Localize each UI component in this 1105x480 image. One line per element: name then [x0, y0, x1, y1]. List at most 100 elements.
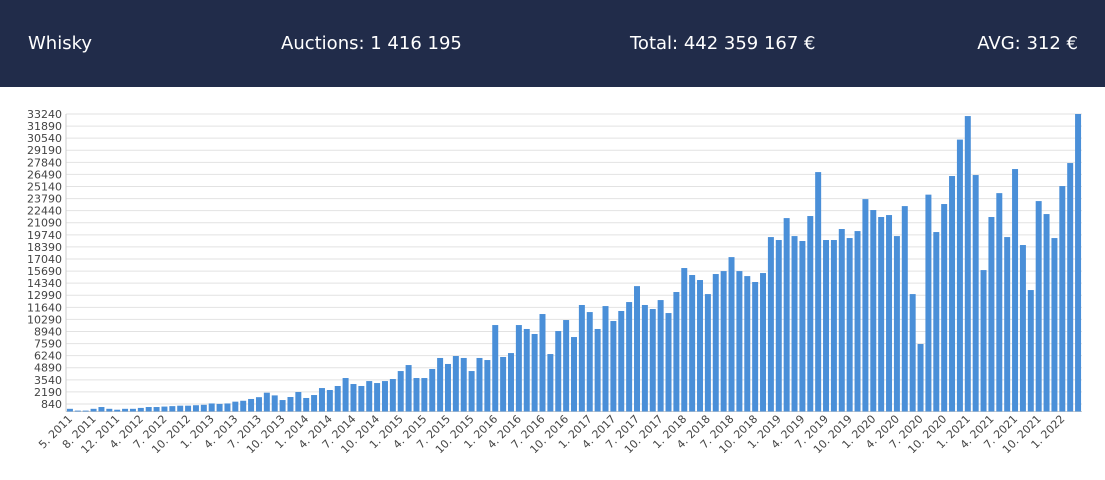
bar: [1067, 163, 1074, 412]
y-tick-label: 6240: [34, 350, 62, 363]
bar: [972, 175, 979, 412]
bar: [500, 356, 507, 412]
bar: [326, 390, 333, 412]
bar: [752, 281, 759, 412]
bar: [74, 410, 81, 412]
header-title: Whisky: [28, 33, 93, 54]
bar: [657, 300, 664, 412]
bar: [917, 344, 924, 412]
bar: [413, 378, 420, 412]
bar: [507, 353, 514, 412]
bar: [539, 314, 546, 412]
bar: [736, 271, 743, 412]
y-tick-label: 21090: [27, 217, 62, 230]
bar: [634, 286, 641, 412]
bar: [271, 395, 278, 412]
bar: [925, 194, 932, 412]
bar: [815, 172, 822, 412]
bar: [381, 381, 388, 412]
bar: [980, 270, 987, 412]
bar: [610, 321, 617, 412]
bar: [767, 237, 774, 412]
bar: [964, 116, 971, 412]
bar: [956, 139, 963, 412]
y-tick-label: 15690: [27, 265, 62, 278]
bar: [531, 333, 538, 412]
total-amount: Total: 442 359 167 €: [630, 33, 816, 54]
y-tick-label: 27840: [27, 156, 62, 169]
bar: [641, 304, 648, 412]
bar: [1027, 290, 1034, 412]
auctions-count: Auctions: 1 416 195: [281, 33, 462, 54]
bar: [421, 378, 428, 412]
bar: [303, 397, 310, 412]
bar: [775, 240, 782, 412]
bar: [444, 363, 451, 412]
y-tick-label: 33240: [27, 108, 62, 121]
bar: [941, 204, 948, 412]
y-tick-label: 29190: [27, 144, 62, 157]
y-tick-label: 3540: [34, 374, 62, 387]
y-tick-label: 2190: [34, 386, 62, 399]
bar: [649, 309, 656, 412]
bar: [783, 218, 790, 412]
bar: [838, 229, 845, 412]
y-tick-label: 19740: [27, 229, 62, 242]
bar: [830, 240, 837, 412]
y-tick-label: 23790: [27, 193, 62, 206]
bar: [823, 240, 830, 412]
bar: [1004, 237, 1011, 412]
bar: [177, 405, 184, 412]
bar: [216, 403, 223, 412]
bar: [704, 294, 711, 412]
bar: [870, 210, 877, 412]
bar: [791, 236, 798, 412]
bar: [405, 365, 412, 412]
bar: [350, 384, 357, 412]
bar: [626, 302, 633, 412]
bar: [114, 409, 121, 412]
bar: [122, 408, 129, 412]
bar: [389, 379, 396, 412]
bar: [547, 354, 554, 412]
bar: [555, 331, 562, 412]
bar: [744, 276, 751, 412]
bar: [807, 216, 814, 412]
bar: [893, 236, 900, 412]
bar: [106, 408, 113, 412]
bar: [515, 325, 522, 412]
bar: [437, 357, 444, 412]
bar: [334, 385, 341, 412]
bar: [318, 388, 325, 412]
y-tick-label: 11640: [27, 301, 62, 314]
bar: [618, 310, 625, 412]
header: Whisky Auctions: 1 416 195 Total: 442 35…: [0, 0, 1105, 87]
bar: [697, 280, 704, 412]
bar: [523, 328, 530, 412]
bar: [594, 328, 601, 412]
bar: [192, 405, 199, 412]
bar: [681, 268, 688, 412]
chart: 8402190354048906240759089401029011640129…: [27, 108, 1082, 456]
y-tick-label: 18390: [27, 241, 62, 254]
bar: [933, 232, 940, 412]
y-tick-label: 14340: [27, 277, 62, 290]
y-tick-label: 840: [41, 398, 62, 411]
bar: [295, 391, 302, 412]
bar: [901, 206, 908, 412]
bar: [311, 395, 318, 412]
bar: [208, 403, 215, 412]
bar: [374, 383, 381, 412]
y-tick-label: 17040: [27, 253, 62, 266]
bar: [760, 273, 767, 412]
bar: [909, 294, 916, 412]
bar: [728, 257, 735, 412]
bar: [673, 292, 680, 412]
bar: [1035, 201, 1042, 412]
bar: [1043, 214, 1050, 412]
bar: [145, 407, 152, 412]
bar: [1051, 238, 1058, 412]
bar: [279, 400, 286, 412]
bar: [153, 407, 160, 412]
